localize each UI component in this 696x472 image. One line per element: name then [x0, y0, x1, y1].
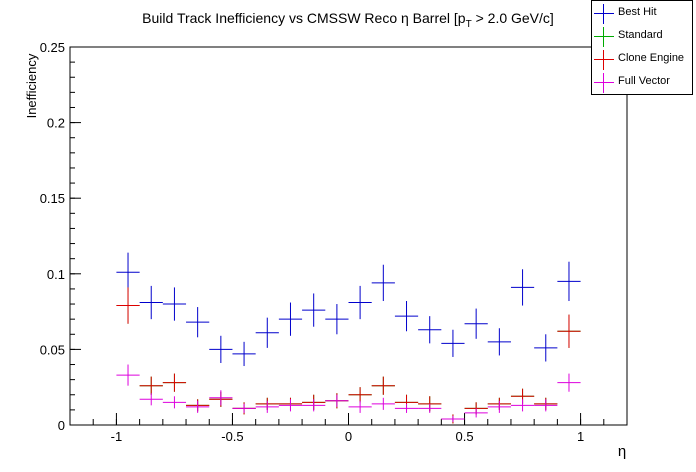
- data-point-full-vector: [348, 400, 372, 413]
- data-point-full-vector: [255, 400, 279, 413]
- data-point-full-vector: [534, 399, 558, 412]
- x-axis-label: η: [618, 443, 626, 460]
- y-tick-label: 0.2: [47, 116, 65, 131]
- data-point-best-hit: [394, 301, 419, 332]
- x-tick-label: 0.5: [456, 429, 474, 444]
- data-point-full-vector: [464, 408, 488, 418]
- data-point-full-vector: [441, 415, 465, 422]
- data-point-best-hit: [557, 261, 581, 302]
- data-point-full-vector: [116, 364, 140, 386]
- data-point-best-hit: [116, 252, 140, 292]
- legend-label-full-vector: Full Vector: [618, 75, 670, 87]
- data-point-full-vector: [418, 403, 442, 413]
- data-point-full-vector: [232, 403, 256, 413]
- legend-marker-full-vector: [594, 73, 614, 93]
- data-point-clone-engine: [162, 373, 187, 392]
- data-point-best-hit: [464, 308, 488, 339]
- x-tick-label: -0.5: [221, 429, 243, 444]
- plot-frame: [69, 46, 628, 426]
- legend: Best Hit Standard Clone Engine Full Vect…: [591, 0, 693, 95]
- series-best-hit: [116, 252, 581, 367]
- data-point-full-vector: [186, 400, 210, 413]
- data-point-full-vector: [557, 373, 581, 392]
- y-tick-label: 0.25: [40, 40, 65, 55]
- x-tick-label: 1: [577, 429, 584, 444]
- data-point-best-hit: [186, 307, 210, 338]
- data-point-best-hit: [487, 328, 511, 356]
- series-standard: [116, 287, 581, 424]
- data-point-best-hit: [418, 316, 442, 344]
- legend-entry-standard: Standard: [592, 25, 692, 47]
- legend-label-standard: Standard: [618, 29, 663, 41]
- data-point-full-vector: [371, 397, 395, 410]
- y-tick-label: 0: [58, 418, 65, 433]
- series-layer: [116, 252, 581, 424]
- data-point-clone-engine: [557, 314, 581, 348]
- legend-entry-best-hit: Best Hit: [592, 2, 692, 24]
- legend-marker-clone-engine: [594, 50, 614, 70]
- legend-entry-full-vector: Full Vector: [592, 71, 692, 93]
- chart-title-sub: T: [466, 19, 472, 30]
- axes: -1 -0.5 0 0.5 1 0 0.05 0.1 0.15 0.2 0.25: [40, 40, 605, 444]
- data-point-full-vector: [394, 403, 419, 413]
- data-point-best-hit: [348, 285, 372, 320]
- data-point-full-vector: [139, 393, 163, 406]
- data-point-full-vector: [325, 394, 349, 407]
- data-point-full-vector: [302, 399, 326, 412]
- data-point-best-hit: [510, 269, 535, 306]
- data-point-best-hit: [302, 293, 326, 327]
- data-point-clone-engine: [139, 376, 163, 395]
- y-tick-label: 0.1: [47, 267, 65, 282]
- data-point-best-hit: [371, 264, 395, 302]
- series-clone-engine: [116, 287, 581, 424]
- data-point-clone-engine: [348, 387, 372, 403]
- chart-title: Build Track Inefficiency vs CMSSW Reco η…: [142, 10, 554, 30]
- data-point-full-vector: [209, 390, 233, 406]
- data-point-best-hit: [441, 329, 465, 357]
- y-axis-label: Inefficiency: [24, 53, 39, 118]
- data-point-full-vector: [162, 396, 187, 409]
- data-point-full-vector: [510, 399, 535, 412]
- data-point-best-hit: [278, 302, 303, 336]
- data-point-full-vector: [487, 400, 511, 413]
- data-point-best-hit: [534, 334, 558, 362]
- data-point-best-hit: [162, 287, 187, 321]
- data-point-full-vector: [278, 399, 303, 412]
- data-point-best-hit: [209, 335, 233, 364]
- legend-label-best-hit: Best Hit: [618, 6, 657, 18]
- chart-title-post: > 2.0 GeV/c]: [472, 10, 554, 26]
- legend-label-clone-engine: Clone Engine: [618, 52, 685, 64]
- data-point-clone-engine: [371, 376, 395, 395]
- x-tick-label: -1: [111, 429, 123, 444]
- series-full-vector: [116, 364, 581, 422]
- x-tick-label: 0: [345, 429, 352, 444]
- y-tick-label: 0.05: [40, 342, 65, 357]
- data-point-best-hit: [232, 341, 256, 367]
- chart-title-pre: Build Track Inefficiency vs CMSSW Reco η…: [142, 10, 466, 26]
- legend-marker-standard: [594, 27, 614, 47]
- data-point-clone-engine: [116, 287, 140, 324]
- data-point-best-hit: [139, 285, 163, 320]
- data-point-best-hit: [325, 304, 349, 335]
- data-point-best-hit: [255, 317, 279, 348]
- y-tick-label: 0.15: [40, 191, 65, 206]
- legend-entry-clone-engine: Clone Engine: [592, 48, 692, 70]
- legend-marker-best-hit: [594, 4, 614, 24]
